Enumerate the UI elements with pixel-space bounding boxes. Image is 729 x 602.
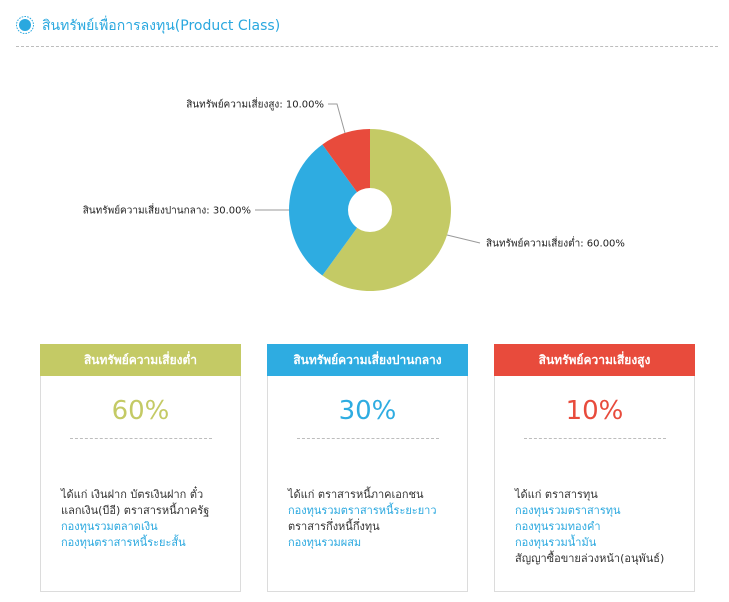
card-line: ตราสารกึ่งหนี้กึ่งทุน [288,520,380,533]
card-link-money-market-fund[interactable]: กองทุนรวมตลาดเงิน [61,520,158,533]
card-description: ได้แก่ เงินฝาก บัตรเงินฝาก ตั๋ว แลกเงิน(… [61,487,232,551]
card-link-long-term-bond-fund[interactable]: กองทุนรวมตราสารหนี้ระยะยาว [288,504,437,517]
card-line: ได้แก่ ตราสารทุน [515,488,598,501]
pie-chart: สินทรัพย์ความเสี่ยงต่ำ: 60.00% สินทรัพย์ค… [83,97,625,291]
pie-leader-line [328,103,346,134]
card-percent: 10% [565,396,624,426]
card-high-risk: สินทรัพย์ความเสี่ยงสูง 10% ได้แก่ ตราสาร… [494,344,695,592]
card-title: สินทรัพย์ความเสี่ยงปานกลาง [267,344,468,376]
card-description: ได้แก่ ตราสารทุน กองทุนรวมตราสารทุน กองท… [515,487,686,567]
card-divider [296,438,439,439]
card-link-oil-fund[interactable]: กองทุนรวมน้ำมัน [515,536,597,549]
card-title: สินทรัพย์ความเสี่ยงต่ำ [40,344,241,376]
sun-badge-icon [16,16,34,34]
card-percent: 60% [111,396,170,426]
card-link-gold-fund[interactable]: กองทุนรวมทองคำ [515,520,601,533]
page-title: สินทรัพย์เพื่อการลงทุน(Product Class) [42,18,281,34]
card-line: แลกเงิน(บีอี) ตราสารหนี้ภาครัฐ [61,504,210,517]
card-title: สินทรัพย์ความเสี่ยงสูง [494,344,695,376]
pie-data-label: สินทรัพย์ความเสี่ยงสูง: 10.00% [186,97,324,111]
card-line: สัญญาซื้อขายล่วงหน้า(อนุพันธ์) [515,552,665,565]
pie-slice-medium-risk [289,144,370,276]
card-divider [69,438,212,439]
pie-data-label: สินทรัพย์ความเสี่ยงปานกลาง: 30.00% [83,203,251,217]
pie-data-label: สินทรัพย์ความเสี่ยงต่ำ: 60.00% [486,236,625,250]
pie-leader-line [446,234,481,244]
pie-slice-high-risk [322,129,370,210]
donut-hole [348,188,392,232]
card-link-mixed-fund[interactable]: กองทุนรวมผสม [288,536,362,549]
header-divider [16,46,718,47]
card-percent: 30% [338,396,397,426]
section-header: สินทรัพย์เพื่อการลงทุน(Product Class) [16,14,716,38]
card-low-risk: สินทรัพย์ความเสี่ยงต่ำ 60% ได้แก่ เงินฝา… [40,344,241,592]
card-link-equity-fund[interactable]: กองทุนรวมตราสารทุน [515,504,621,517]
card-medium-risk: สินทรัพย์ความเสี่ยงปานกลาง 30% ได้แก่ ตร… [267,344,468,592]
card-description: ได้แก่ ตราสารหนี้ภาคเอกชน กองทุนรวมตราสา… [288,487,459,551]
card-link-short-term-bond-fund[interactable]: กองทุนตราสารหนี้ระยะสั้น [61,536,186,549]
card-divider [523,438,666,439]
card-line: ได้แก่ ตราสารหนี้ภาคเอกชน [288,488,424,501]
card-line: ได้แก่ เงินฝาก บัตรเงินฝาก ตั๋ว [61,488,204,501]
